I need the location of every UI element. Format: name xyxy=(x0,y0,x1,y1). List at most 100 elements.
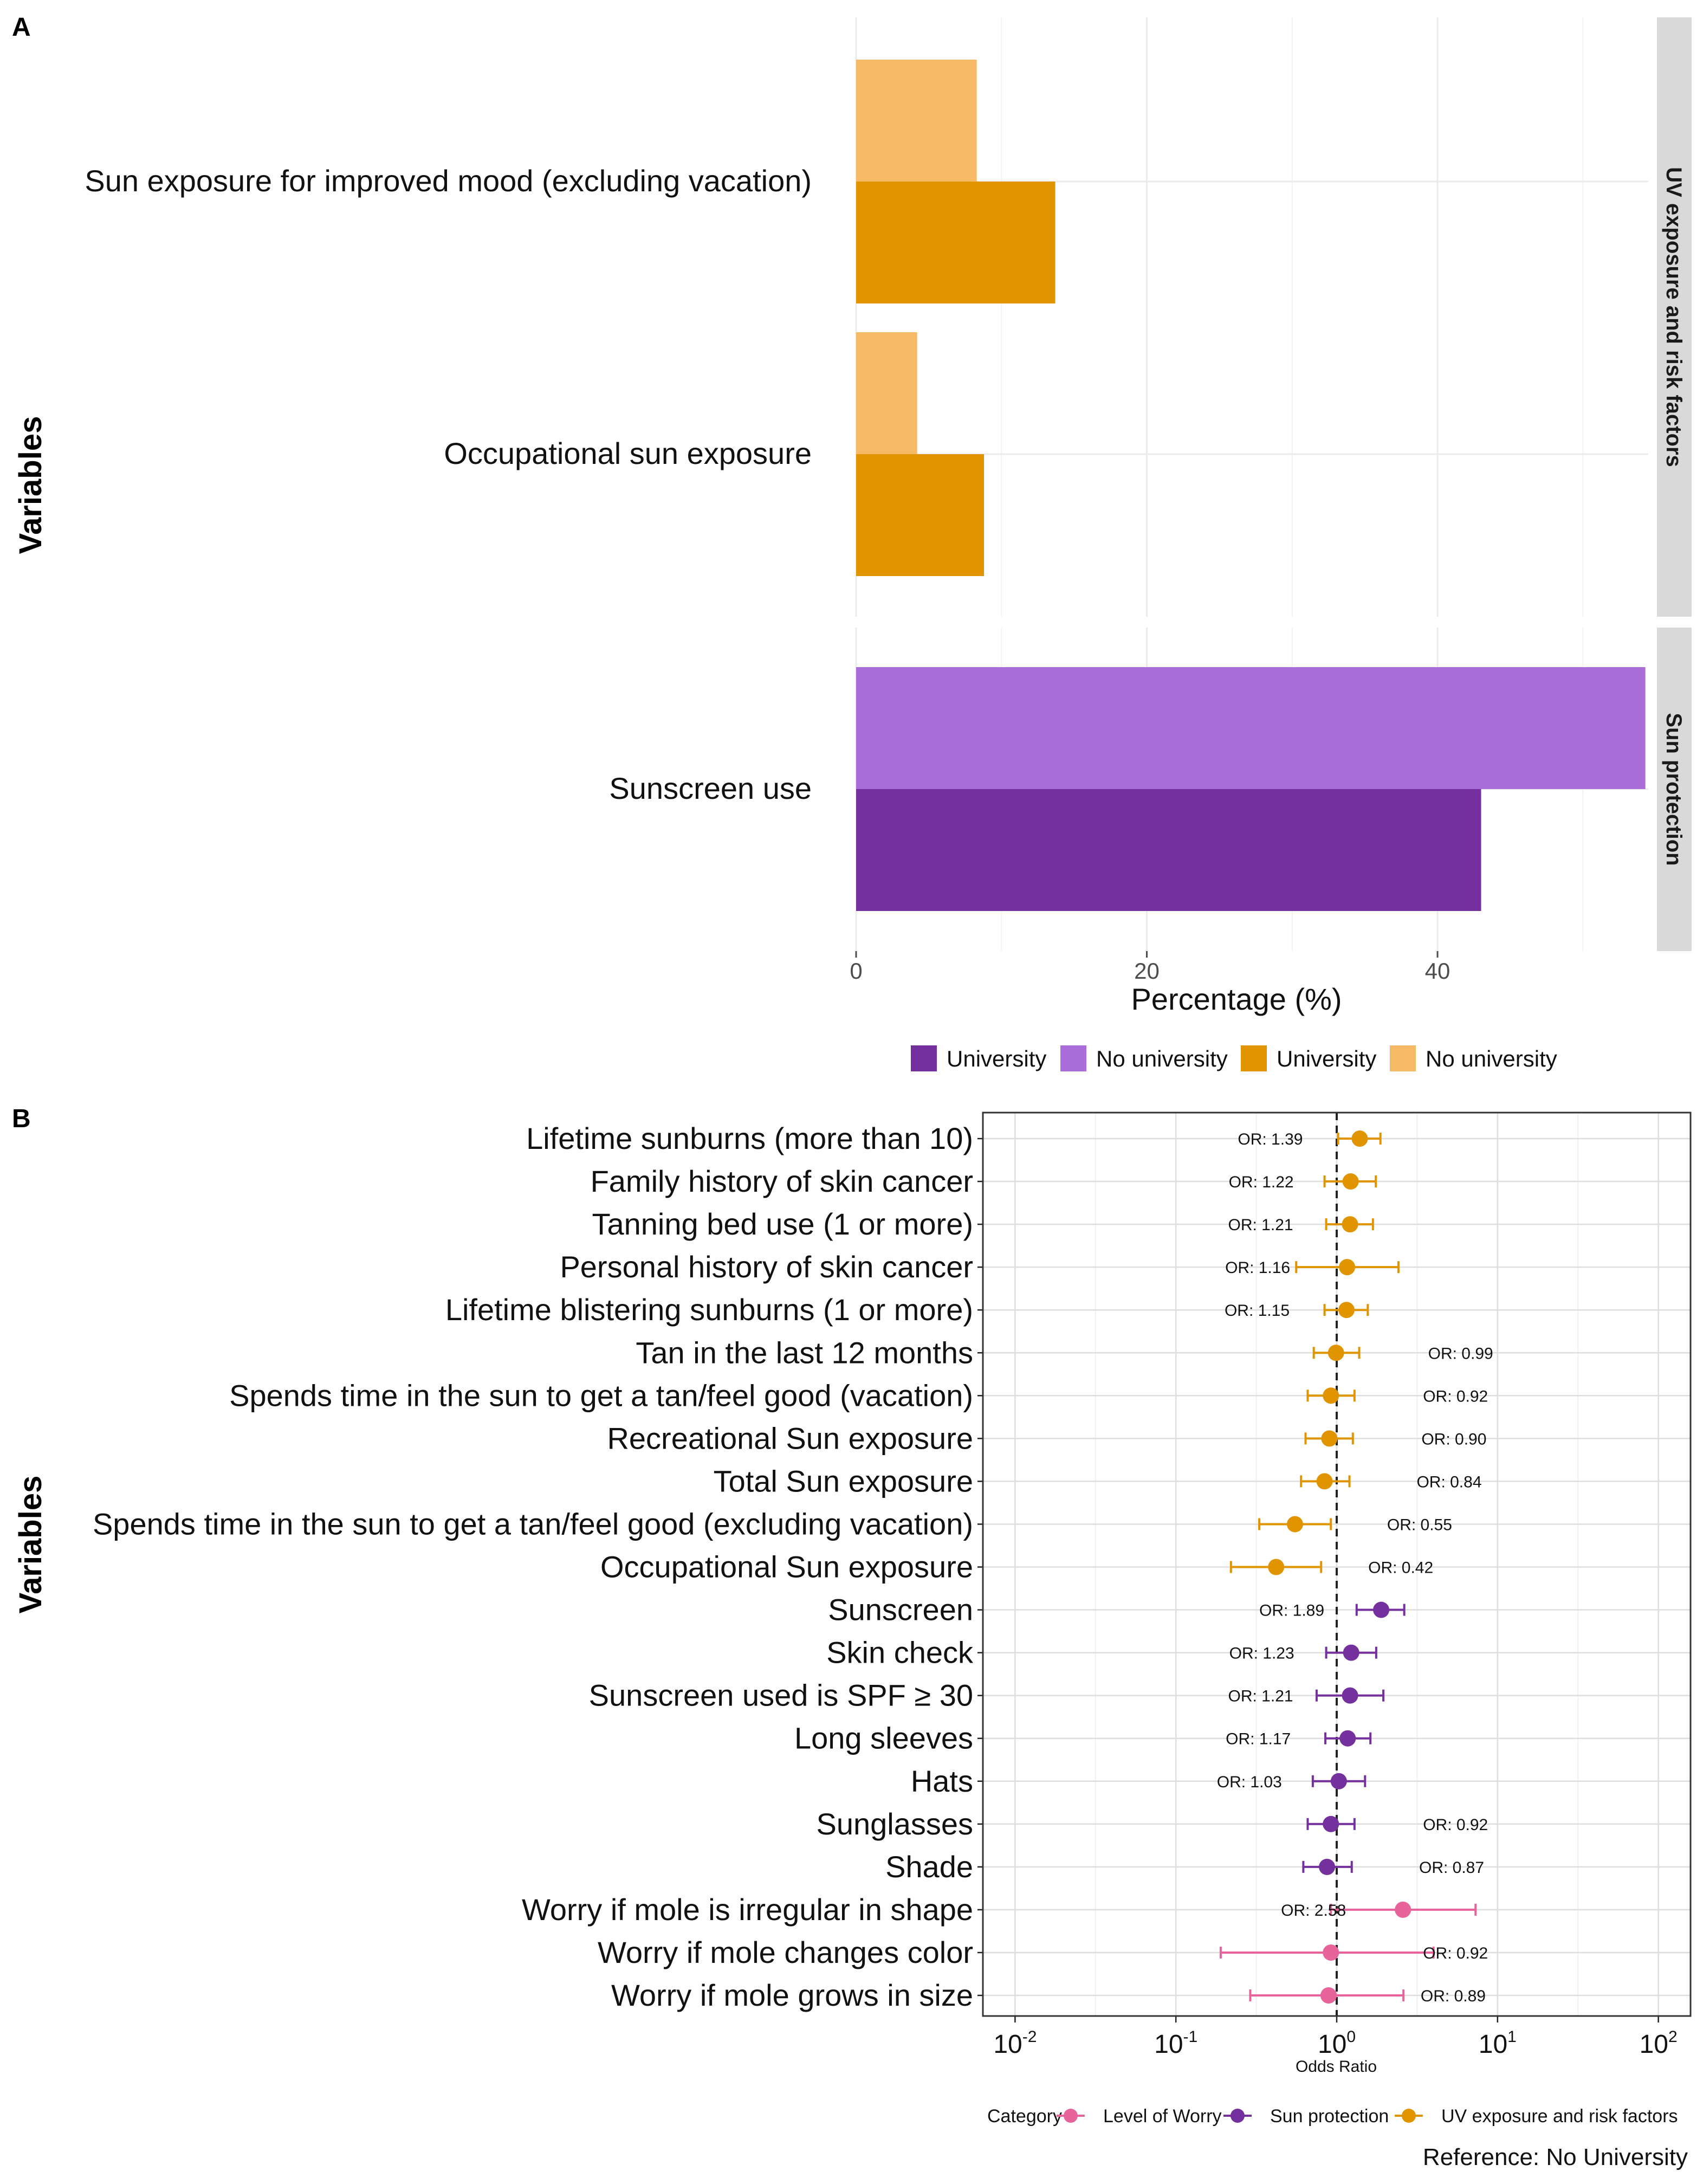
bar-no-university-occupational-sun-exposure xyxy=(856,332,917,454)
x-tick-base: 10 xyxy=(1479,2030,1507,2059)
category-label-tan-in-the-last-12-months: Tan in the last 12 months xyxy=(636,1335,973,1369)
facet-strip xyxy=(1657,17,1692,617)
point-skin-check xyxy=(1343,1644,1359,1661)
or-label-sunscreen-used-is-spf-30: OR: 1.21 xyxy=(1228,1688,1293,1705)
category-label-spends-time-in-the-sun-to-get-a-tan-feel-good-excluding-vacation: Spends time in the sun to get a tan/feel… xyxy=(93,1507,973,1541)
category-label-sun-exposure-for-improved-mood-excluding-vacation: Sun exposure for improved mood (excludin… xyxy=(85,164,812,198)
or-label-lifetime-sunburns-more-than-10: OR: 1.39 xyxy=(1238,1130,1303,1148)
category-label-recreational-sun-exposure: Recreational Sun exposure xyxy=(607,1421,973,1455)
panel-b-legend-title: Category xyxy=(987,2106,1062,2127)
or-label-recreational-sun-exposure: OR: 0.90 xyxy=(1421,1430,1486,1448)
or-label-spends-time-in-the-sun-to-get-a-tan-feel-good-vacation: OR: 0.92 xyxy=(1423,1387,1488,1405)
or-label-sunscreen: OR: 1.89 xyxy=(1259,1602,1324,1620)
or-label-total-sun-exposure: OR: 0.84 xyxy=(1416,1473,1481,1491)
panel-b-border xyxy=(982,1112,1692,2017)
legend-swatch-no-university xyxy=(1060,1045,1086,1071)
category-label-lifetime-sunburns-more-than-10: Lifetime sunburns (more than 10) xyxy=(526,1121,973,1155)
point-recreational-sun-exposure xyxy=(1321,1430,1338,1447)
point-lifetime-sunburns-more-than-10 xyxy=(1351,1130,1368,1147)
or-label-worry-if-mole-is-irregular-in-shape: OR: 2.58 xyxy=(1281,1902,1346,1920)
panel-a-plot: Sun exposure for improved mood (excludin… xyxy=(85,17,1692,984)
x-tick-label: 10-1 xyxy=(1154,2028,1197,2059)
category-label-worry-if-mole-changes-color: Worry if mole changes color xyxy=(598,1935,973,1969)
legend-swatch-no-university xyxy=(1390,1045,1416,1071)
or-label-worry-if-mole-grows-in-size: OR: 0.89 xyxy=(1421,1987,1486,2005)
legend-swatch-university xyxy=(911,1045,937,1071)
or-label-tan-in-the-last-12-months: OR: 0.99 xyxy=(1428,1345,1493,1362)
x-tick-exponent: -1 xyxy=(1183,2028,1198,2046)
point-sunglasses xyxy=(1323,1815,1339,1832)
legend-swatch-university xyxy=(1241,1045,1267,1071)
x-tick-exponent: 2 xyxy=(1668,2028,1678,2046)
point-occupational-sun-exposure xyxy=(1268,1559,1285,1575)
category-label-sunscreen: Sunscreen xyxy=(828,1593,973,1627)
point-long-sleeves xyxy=(1339,1730,1356,1747)
category-label-sunglasses: Sunglasses xyxy=(816,1807,973,1841)
legend-point-sun-protection xyxy=(1231,2109,1245,2123)
point-spends-time-in-the-sun-to-get-a-tan-feel-good-excluding-vacation xyxy=(1286,1516,1303,1533)
panel-b-y-axis-title: Variables xyxy=(13,1476,48,1614)
facet-strip-label: Sun protection xyxy=(1662,713,1686,865)
x-tick-label: 0 xyxy=(850,958,862,984)
or-label-shade: OR: 0.87 xyxy=(1419,1859,1484,1877)
legend-label-uv-exposure-and-risk-factors: UV exposure and risk factors xyxy=(1441,2106,1678,2127)
x-tick-label: 40 xyxy=(1425,958,1451,984)
x-tick-base: 10 xyxy=(1154,2030,1183,2059)
or-label-tanning-bed-use-1-or-more: OR: 1.21 xyxy=(1228,1216,1293,1234)
category-label-lifetime-blistering-sunburns-1-or-more: Lifetime blistering sunburns (1 or more) xyxy=(445,1293,973,1327)
or-label-long-sleeves: OR: 1.17 xyxy=(1226,1730,1291,1748)
legend-label-no-university: No university xyxy=(1096,1046,1228,1071)
legend-label-no-university: No university xyxy=(1426,1046,1557,1071)
or-label-worry-if-mole-changes-color: OR: 0.92 xyxy=(1423,1944,1488,1962)
x-tick-base: 10 xyxy=(1640,2030,1668,2059)
category-label-skin-check: Skin check xyxy=(826,1636,974,1670)
point-total-sun-exposure xyxy=(1316,1473,1333,1490)
panel-b-legend: Category Level of Worry Sun protection UV … xyxy=(987,2106,1678,2127)
x-tick-label: 102 xyxy=(1640,2028,1678,2059)
panel-a-y-axis-title: Variables xyxy=(13,416,48,554)
x-tick-label: 20 xyxy=(1134,958,1160,984)
or-label-skin-check: OR: 1.23 xyxy=(1229,1645,1294,1663)
x-tick-label: 100 xyxy=(1318,2028,1356,2059)
point-worry-if-mole-grows-in-size xyxy=(1320,1987,1337,2004)
point-tanning-bed-use-1-or-more xyxy=(1342,1216,1358,1233)
x-tick-label: 101 xyxy=(1479,2028,1517,2059)
category-label-occupational-sun-exposure: Occupational Sun exposure xyxy=(600,1550,973,1584)
or-label-occupational-sun-exposure: OR: 0.42 xyxy=(1368,1559,1433,1577)
category-label-sunscreen-use: Sunscreen use xyxy=(609,771,812,805)
panel-b-x-axis-title: Odds Ratio xyxy=(1296,2058,1377,2076)
or-label-sunglasses: OR: 0.92 xyxy=(1423,1816,1488,1834)
category-label-worry-if-mole-grows-in-size: Worry if mole grows in size xyxy=(611,1978,973,2012)
panel-a-legend: University No university University No univ… xyxy=(911,1045,1557,1071)
category-label-spends-time-in-the-sun-to-get-a-tan-feel-good-vacation: Spends time in the sun to get a tan/feel… xyxy=(229,1378,973,1412)
reference-caption: Reference: No University xyxy=(1423,2144,1688,2170)
or-label-personal-history-of-skin-cancer: OR: 1.16 xyxy=(1225,1259,1290,1277)
bar-university-sun-exposure-for-improved-mood-excluding-vacation xyxy=(856,182,1056,303)
point-shade xyxy=(1319,1858,1336,1875)
category-label-family-history-of-skin-cancer: Family history of skin cancer xyxy=(591,1164,973,1198)
bar-university-occupational-sun-exposure xyxy=(856,454,985,576)
x-tick-base: 10 xyxy=(1318,2030,1346,2059)
or-label-lifetime-blistering-sunburns-1-or-more: OR: 1.15 xyxy=(1225,1302,1290,1320)
point-worry-if-mole-is-irregular-in-shape xyxy=(1395,1901,1411,1918)
point-hats xyxy=(1330,1773,1347,1789)
legend-point-uv-exposure-and-risk-factors xyxy=(1402,2109,1416,2123)
bar-no-university-sun-exposure-for-improved-mood-excluding-vacation xyxy=(856,60,977,182)
category-label-sunscreen-used-is-spf-30: Sunscreen used is SPF ≥ 30 xyxy=(589,1678,973,1713)
point-personal-history-of-skin-cancer xyxy=(1339,1259,1356,1276)
point-lifetime-blistering-sunburns-1-or-more xyxy=(1338,1302,1355,1319)
legend-label-sun-protection: Sun protection xyxy=(1270,2106,1389,2127)
legend-label-university: University xyxy=(947,1046,1046,1071)
legend-label-level-of-worry: Level of Worry xyxy=(1103,2106,1222,2127)
panel-b-plot: OR: 1.39 Lifetime sunburns (more than 10)… xyxy=(93,1112,1692,2059)
category-label-tanning-bed-use-1-or-more: Tanning bed use (1 or more) xyxy=(592,1207,974,1241)
point-family-history-of-skin-cancer xyxy=(1342,1173,1359,1190)
point-sunscreen xyxy=(1373,1601,1390,1618)
panel-a-letter: A xyxy=(12,13,31,42)
point-worry-if-mole-changes-color xyxy=(1323,1944,1339,1961)
category-label-worry-if-mole-is-irregular-in-shape: Worry if mole is irregular in shape xyxy=(522,1892,973,1927)
x-tick-exponent: -2 xyxy=(1022,2028,1037,2046)
category-label-long-sleeves: Long sleeves xyxy=(794,1721,973,1755)
bar-no-university-sunscreen-use xyxy=(856,667,1646,789)
